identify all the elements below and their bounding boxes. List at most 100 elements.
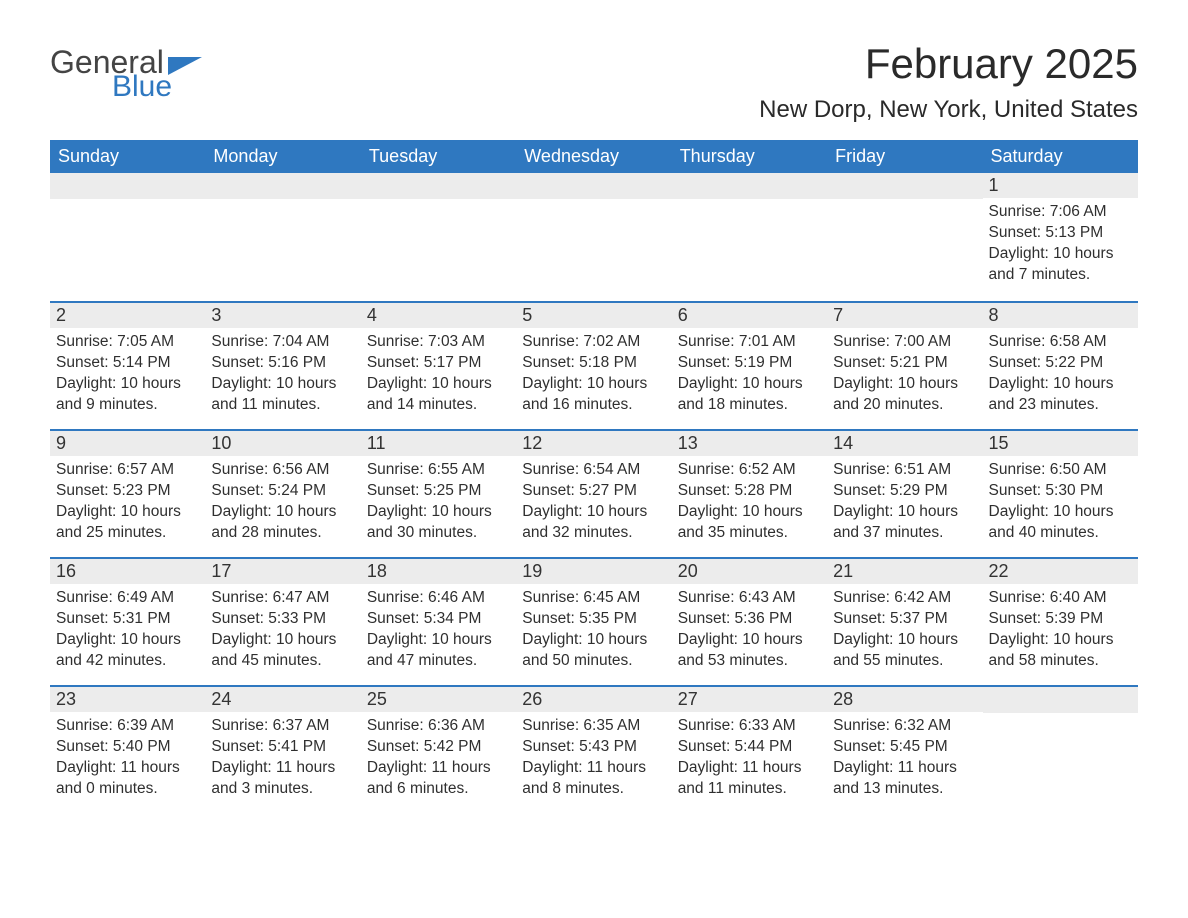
daylight-text: Daylight: 10 hours and 30 minutes.: [367, 502, 510, 544]
calendar-day: 26Sunrise: 6:35 AMSunset: 5:43 PMDayligh…: [516, 685, 671, 813]
day-number: 16: [50, 557, 205, 584]
day-details: Sunrise: 6:37 AMSunset: 5:41 PMDaylight:…: [205, 712, 360, 810]
weekday-header: Wednesday: [516, 140, 671, 173]
daylight-text: Daylight: 10 hours and 37 minutes.: [833, 502, 976, 544]
location: New Dorp, New York, United States: [759, 96, 1138, 124]
daylight-text: Daylight: 11 hours and 0 minutes.: [56, 758, 199, 800]
sunset-text: Sunset: 5:18 PM: [522, 353, 665, 374]
calendar-day-empty: [516, 173, 671, 301]
calendar-day-empty: [50, 173, 205, 301]
calendar-day: 13Sunrise: 6:52 AMSunset: 5:28 PMDayligh…: [672, 429, 827, 557]
day-number: 11: [361, 429, 516, 456]
sunset-text: Sunset: 5:25 PM: [367, 481, 510, 502]
sunrise-text: Sunrise: 6:49 AM: [56, 588, 199, 609]
sunset-text: Sunset: 5:14 PM: [56, 353, 199, 374]
sunrise-text: Sunrise: 7:03 AM: [367, 332, 510, 353]
calendar-day: 11Sunrise: 6:55 AMSunset: 5:25 PMDayligh…: [361, 429, 516, 557]
sunrise-text: Sunrise: 6:42 AM: [833, 588, 976, 609]
weekday-header: Saturday: [983, 140, 1138, 173]
logo-text-blue: Blue: [112, 72, 202, 102]
sunrise-text: Sunrise: 6:54 AM: [522, 460, 665, 481]
day-number: [827, 173, 982, 199]
day-number: 17: [205, 557, 360, 584]
sunrise-text: Sunrise: 7:00 AM: [833, 332, 976, 353]
sunset-text: Sunset: 5:36 PM: [678, 609, 821, 630]
sunset-text: Sunset: 5:13 PM: [989, 223, 1132, 244]
daylight-text: Daylight: 10 hours and 25 minutes.: [56, 502, 199, 544]
sunset-text: Sunset: 5:41 PM: [211, 737, 354, 758]
sunrise-text: Sunrise: 6:37 AM: [211, 716, 354, 737]
day-details: Sunrise: 7:03 AMSunset: 5:17 PMDaylight:…: [361, 328, 516, 426]
day-number: 22: [983, 557, 1138, 584]
daylight-text: Daylight: 10 hours and 23 minutes.: [989, 374, 1132, 416]
calendar-day-empty: [361, 173, 516, 301]
day-details: Sunrise: 6:46 AMSunset: 5:34 PMDaylight:…: [361, 584, 516, 682]
day-details: Sunrise: 6:57 AMSunset: 5:23 PMDaylight:…: [50, 456, 205, 554]
day-number: 14: [827, 429, 982, 456]
calendar-day: 10Sunrise: 6:56 AMSunset: 5:24 PMDayligh…: [205, 429, 360, 557]
day-details: Sunrise: 6:55 AMSunset: 5:25 PMDaylight:…: [361, 456, 516, 554]
calendar-week: 23Sunrise: 6:39 AMSunset: 5:40 PMDayligh…: [50, 685, 1138, 813]
sunrise-text: Sunrise: 6:33 AM: [678, 716, 821, 737]
weekday-header: Monday: [205, 140, 360, 173]
day-number: 8: [983, 301, 1138, 328]
day-details: Sunrise: 7:04 AMSunset: 5:16 PMDaylight:…: [205, 328, 360, 426]
calendar-day-empty: [205, 173, 360, 301]
calendar-week: 2 Sunrise: 7:05 AMSunset: 5:14 PM Daylight…: [50, 301, 1138, 429]
daylight-text: Daylight: 10 hours and 16 minutes.: [522, 374, 665, 416]
day-details: Sunrise: 7:01 AMSunset: 5:19 PMDaylight:…: [672, 328, 827, 426]
calendar-day: 16Sunrise: 6:49 AMSunset: 5:31 PMDayligh…: [50, 557, 205, 685]
sunrise-text: Sunrise: 7:05 AM: [56, 332, 199, 353]
month-title: February 2025: [759, 40, 1138, 88]
calendar-day: 2Sunrise: 7:05 AMSunset: 5:14 PMDaylight…: [50, 301, 205, 429]
sunset-text: Sunset: 5:27 PM: [522, 481, 665, 502]
daylight-text: Daylight: 11 hours and 3 minutes.: [211, 758, 354, 800]
sunset-text: Sunset: 5:23 PM: [56, 481, 199, 502]
sunrise-text: Sunrise: 7:02 AM: [522, 332, 665, 353]
sunset-text: Sunset: 5:35 PM: [522, 609, 665, 630]
day-details: Sunrise: 6:36 AMSunset: 5:42 PMDaylight:…: [361, 712, 516, 810]
daylight-text: Daylight: 11 hours and 6 minutes.: [367, 758, 510, 800]
weekday-header: Sunday: [50, 140, 205, 173]
sunrise-text: Sunrise: 6:36 AM: [367, 716, 510, 737]
daylight-text: Daylight: 10 hours and 14 minutes.: [367, 374, 510, 416]
day-number: 2: [50, 301, 205, 328]
sunset-text: Sunset: 5:19 PM: [678, 353, 821, 374]
header: General Blue February 2025 New Dorp, New…: [50, 40, 1138, 134]
sunset-text: Sunset: 5:39 PM: [989, 609, 1132, 630]
day-number: 10: [205, 429, 360, 456]
calendar-day: 27Sunrise: 6:33 AMSunset: 5:44 PMDayligh…: [672, 685, 827, 813]
day-details: Sunrise: 7:02 AMSunset: 5:18 PMDaylight:…: [516, 328, 671, 426]
sunset-text: Sunset: 5:24 PM: [211, 481, 354, 502]
day-details: Sunrise: 6:32 AMSunset: 5:45 PMDaylight:…: [827, 712, 982, 810]
sunrise-text: Sunrise: 6:55 AM: [367, 460, 510, 481]
calendar-day: 19Sunrise: 6:45 AMSunset: 5:35 PMDayligh…: [516, 557, 671, 685]
calendar-day: 17Sunrise: 6:47 AMSunset: 5:33 PMDayligh…: [205, 557, 360, 685]
calendar-day: 3Sunrise: 7:04 AMSunset: 5:16 PMDaylight…: [205, 301, 360, 429]
daylight-text: Daylight: 10 hours and 7 minutes.: [989, 244, 1132, 286]
daylight-text: Daylight: 10 hours and 11 minutes.: [211, 374, 354, 416]
calendar: SundayMondayTuesdayWednesdayThursdayFrid…: [50, 140, 1138, 813]
sunrise-text: Sunrise: 6:35 AM: [522, 716, 665, 737]
day-number: 12: [516, 429, 671, 456]
calendar-day: 28Sunrise: 6:32 AMSunset: 5:45 PMDayligh…: [827, 685, 982, 813]
calendar-day: 5Sunrise: 7:02 AMSunset: 5:18 PMDaylight…: [516, 301, 671, 429]
weekday-header: Friday: [827, 140, 982, 173]
calendar-day: 18Sunrise: 6:46 AMSunset: 5:34 PMDayligh…: [361, 557, 516, 685]
sunset-text: Sunset: 5:44 PM: [678, 737, 821, 758]
day-number: [205, 173, 360, 199]
calendar-day: 25Sunrise: 6:36 AMSunset: 5:42 PMDayligh…: [361, 685, 516, 813]
calendar-day: 4Sunrise: 7:03 AMSunset: 5:17 PMDaylight…: [361, 301, 516, 429]
day-details: Sunrise: 6:33 AMSunset: 5:44 PMDaylight:…: [672, 712, 827, 810]
day-details: Sunrise: 6:52 AMSunset: 5:28 PMDaylight:…: [672, 456, 827, 554]
sunrise-text: Sunrise: 6:46 AM: [367, 588, 510, 609]
daylight-text: Daylight: 10 hours and 32 minutes.: [522, 502, 665, 544]
sunset-text: Sunset: 5:42 PM: [367, 737, 510, 758]
daylight-text: Daylight: 10 hours and 18 minutes.: [678, 374, 821, 416]
sunrise-text: Sunrise: 6:58 AM: [989, 332, 1132, 353]
day-details: Sunrise: 6:51 AMSunset: 5:29 PMDaylight:…: [827, 456, 982, 554]
day-details: Sunrise: 6:40 AMSunset: 5:39 PMDaylight:…: [983, 584, 1138, 682]
sunrise-text: Sunrise: 6:47 AM: [211, 588, 354, 609]
sunrise-text: Sunrise: 6:52 AM: [678, 460, 821, 481]
calendar-day: 9Sunrise: 6:57 AMSunset: 5:23 PMDaylight…: [50, 429, 205, 557]
